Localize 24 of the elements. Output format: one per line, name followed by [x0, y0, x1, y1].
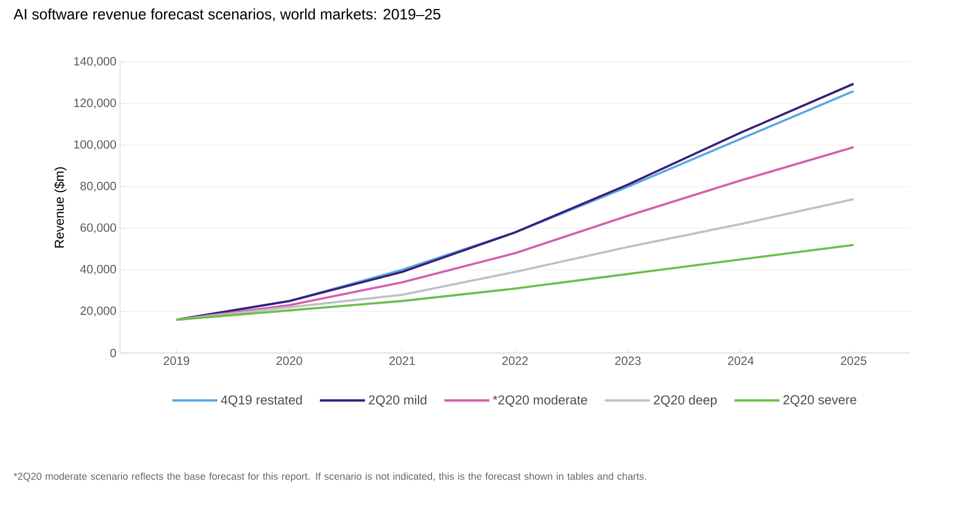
legend-label: *2Q20 moderate — [492, 394, 588, 407]
chart-title: AI software revenue forecast scenarios, world markets: 2019–25 — [14, 8, 440, 22]
x-tick-label: 2022 — [502, 356, 528, 365]
x-tick-label: 2021 — [389, 356, 415, 365]
x-tick-label: 2019 — [164, 356, 190, 365]
y-tick-label: 100,000 — [74, 140, 116, 150]
y-tick-label: 60,000 — [80, 223, 116, 234]
legend-label: 2Q20 mild — [368, 394, 426, 407]
y-tick-label: 40,000 — [80, 264, 116, 275]
line-series — [175, 244, 855, 321]
y-tick-label: 120,000 — [74, 98, 116, 108]
legend-label: 2Q20 severe — [783, 395, 856, 407]
text: *2Q20 moderate scenario reflects the base forecast for this report. If scenario is not indicated, this is the forecast shown in tables and charts. — [14, 472, 646, 482]
legend-label: 2Q20 deep — [654, 394, 717, 408]
x-tick-label: 2025 — [840, 356, 866, 365]
y-axis-title: Revenue ($m) — [54, 167, 66, 248]
y-tick-label: 0 — [110, 348, 116, 358]
x-tick-label: 2023 — [615, 356, 641, 365]
x-tick-label: 2024 — [728, 356, 754, 365]
y-tick-label: 80,000 — [80, 182, 116, 192]
legend-label: 4Q19 restated — [220, 394, 302, 407]
y-tick-label: 20,000 — [80, 306, 116, 316]
y-tick-label: 140,000 — [74, 57, 116, 67]
x-tick-label: 2020 — [276, 356, 302, 365]
